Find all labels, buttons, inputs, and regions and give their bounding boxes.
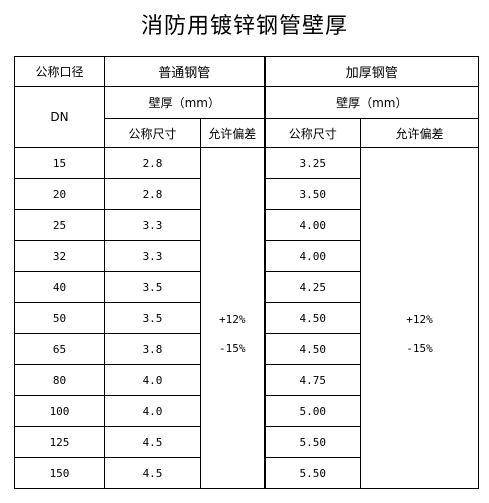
dn-cell: 50: [14, 302, 105, 334]
header-thickened-pipe: 加厚钢管: [263, 56, 480, 87]
table-row: 20 2.8 3.50: [14, 178, 479, 210]
standard-size-cell: 4.5: [104, 426, 201, 458]
thick-size-cell: 4.75: [263, 364, 362, 396]
tolerance-minus: -15%: [406, 342, 433, 355]
header-nominal-size-thick: 公称尺寸: [263, 118, 362, 148]
header-nominal-diameter: 公称口径: [14, 56, 105, 87]
table-row: 32 3.3 4.00: [14, 240, 479, 272]
tolerance-standard-cell: +12% -15%: [199, 147, 266, 489]
dn-cell: 20: [14, 178, 105, 210]
header-standard-pipe: 普通钢管: [103, 56, 266, 87]
header-wall-thickness-thick: 壁厚（mm）: [263, 86, 480, 119]
table-row: 15 2.8 +12% -15% 3.25 +12% -15%: [14, 147, 480, 489]
thick-size-cell: 4.50: [263, 333, 362, 365]
dn-cell: 125: [14, 426, 105, 458]
header-wall-thickness-standard: 壁厚（mm）: [103, 86, 266, 119]
standard-size-cell: 3.5: [104, 271, 201, 303]
table-row: 65 3.8 4.50: [14, 333, 479, 365]
thick-size-cell: 3.50: [263, 178, 362, 210]
dn-cell: 150: [14, 457, 105, 489]
dn-cell: 32: [14, 240, 105, 272]
standard-size-cell: 2.8: [104, 147, 201, 179]
header-nominal-size-standard: 公称尺寸: [104, 118, 201, 148]
tolerance-plus: +12%: [219, 313, 246, 326]
thick-size-cell: 5.50: [263, 426, 362, 458]
dn-cell: 15: [14, 147, 105, 179]
standard-size-cell: 3.8: [104, 333, 201, 365]
table-row: 40 3.5 4.25: [14, 271, 479, 303]
header-tolerance-thick: 允许偏差: [360, 118, 480, 148]
table-row: 125 4.5 5.50: [14, 426, 479, 458]
dn-cell: 65: [14, 333, 105, 365]
thick-size-cell: 5.50: [263, 457, 362, 489]
standard-size-cell: 3.5: [104, 302, 201, 334]
thick-size-cell: 3.25: [263, 147, 362, 179]
table-row: 25 3.3 4.00: [14, 209, 479, 241]
thick-size-cell: 4.50: [263, 302, 362, 334]
standard-size-cell: 4.5: [104, 457, 201, 489]
standard-size-cell: 4.0: [104, 364, 201, 396]
tolerance-thick-cell: +12% -15%: [360, 147, 480, 489]
standard-size-cell: 3.3: [104, 209, 201, 241]
standard-size-cell: 3.3: [104, 240, 201, 272]
thick-size-cell: 4.00: [263, 209, 362, 241]
thick-size-cell: 4.25: [263, 271, 362, 303]
table-row: 150 4.5 5.50: [14, 457, 479, 489]
header-tolerance-standard: 允许偏差: [199, 118, 266, 148]
wall-thickness-table: 公称口径 普通钢管 加厚钢管 DN 壁厚（mm） 壁厚（mm） 公称尺寸 允许偏…: [14, 56, 480, 489]
table-row: 80 4.0 4.75: [14, 364, 479, 396]
dn-cell: 40: [14, 271, 105, 303]
table-row: 100 4.0 5.00: [14, 395, 479, 427]
tolerance-minus: -15%: [219, 342, 246, 355]
dn-cell: 100: [14, 395, 105, 427]
thick-size-cell: 4.00: [263, 240, 362, 272]
page-title: 消防用镀锌钢管壁厚: [140, 14, 348, 39]
standard-size-cell: 4.0: [104, 395, 201, 427]
header-dn: DN: [14, 86, 105, 148]
thick-size-cell: 5.00: [263, 395, 362, 427]
table-row: 50 3.5 4.50: [14, 302, 479, 334]
standard-size-cell: 2.8: [104, 178, 201, 210]
tolerance-plus: +12%: [406, 313, 433, 326]
dn-cell: 80: [14, 364, 105, 396]
dn-cell: 25: [14, 209, 105, 241]
